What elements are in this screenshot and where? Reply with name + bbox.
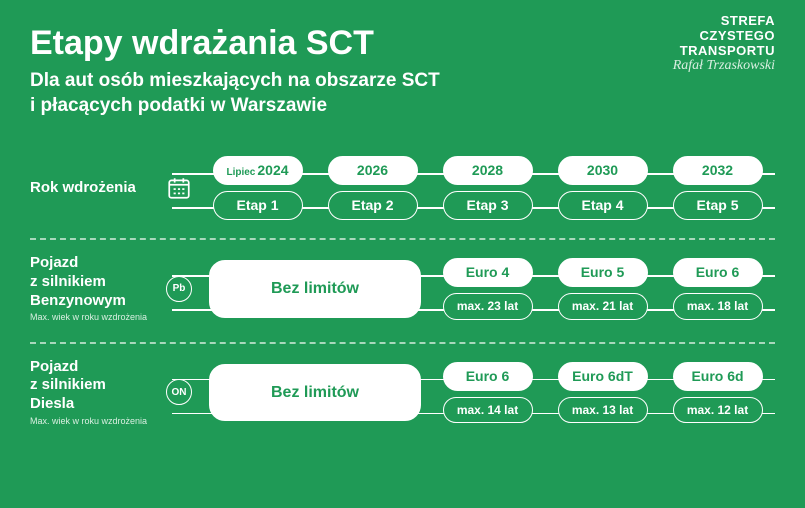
year-pill: 2026 <box>328 156 418 185</box>
page-subtitle: Dla aut osób mieszkających na obszarze S… <box>30 69 775 118</box>
maxage-pill: max. 13 lat <box>558 397 648 423</box>
year-pill: 2028 <box>443 156 533 185</box>
signature: Rafał Trzaskowski <box>673 58 775 74</box>
divider <box>30 238 775 240</box>
year-pill: 2030 <box>558 156 648 185</box>
year-cell: 2026 Etap 2 <box>315 156 430 220</box>
petrol-cell: Euro 5 max. 21 lat <box>545 258 660 319</box>
year-cell: 2030 Etap 4 <box>545 156 660 220</box>
maxage-pill: max. 23 lat <box>443 293 533 319</box>
year-cell: Lipiec2024 Etap 1 <box>200 156 315 220</box>
stage-pill: Etap 4 <box>558 191 648 220</box>
stage-pill: Etap 5 <box>673 191 763 220</box>
divider <box>30 342 775 344</box>
stage-pill: Etap 1 <box>213 191 303 220</box>
brand-logo: STREFA CZYSTEGO TRANSPORTU <box>680 14 775 59</box>
year-columns: Lipiec2024 Etap 1 2026 Etap 2 2028 Etap … <box>200 156 775 220</box>
no-limit-pill: Bez limitów <box>209 260 421 317</box>
petrol-cell: Euro 6 max. 18 lat <box>660 258 775 319</box>
row-diesel: Pojazd z silnikiem Diesla Max. wiek w ro… <box>30 346 775 444</box>
maxage-pill: max. 21 lat <box>558 293 648 319</box>
euro-pill: Euro 6dT <box>558 362 648 391</box>
stage-pill: Etap 2 <box>328 191 418 220</box>
diesel-icon: ON <box>158 379 200 405</box>
petrol-columns: Bez limitów Euro 4 max. 23 lat Euro 5 ma… <box>200 258 775 319</box>
diesel-columns: Bez limitów Euro 6 max. 14 lat Euro 6dT … <box>200 362 775 423</box>
diesel-cell: Euro 6 max. 14 lat <box>430 362 545 423</box>
stage-pill: Etap 3 <box>443 191 533 220</box>
maxage-pill: max. 18 lat <box>673 293 763 319</box>
row-year: Rok wdrożenia Lipiec2024 Etap 1 2026 Eta… <box>30 144 775 236</box>
logo-line3: TRANSPORTU <box>680 44 775 59</box>
logo-line1: STREFA <box>680 14 775 29</box>
maxage-pill: max. 12 lat <box>673 397 763 423</box>
row-petrol-label: Pojazd z silnikiem Benzynowym Max. wiek … <box>30 254 158 324</box>
year-pill: 2032 <box>673 156 763 185</box>
diesel-cell: Euro 6d max. 12 lat <box>660 362 775 423</box>
page-title: Etapy wdrażania SCT <box>30 24 775 63</box>
euro-pill: Euro 6 <box>443 362 533 391</box>
no-limit-cell: Bez limitów <box>200 258 430 319</box>
euro-pill: Euro 4 <box>443 258 533 287</box>
row-year-label: Rok wdrożenia <box>30 179 158 198</box>
year-pill: Lipiec2024 <box>213 156 303 185</box>
petrol-icon: Pb <box>158 276 200 302</box>
calendar-icon <box>158 175 200 201</box>
year-cell: 2032 Etap 5 <box>660 156 775 220</box>
row-petrol: Pojazd z silnikiem Benzynowym Max. wiek … <box>30 242 775 340</box>
no-limit-cell: Bez limitów <box>200 362 430 423</box>
subtitle-line2: i płacących podatki w Warszawie <box>30 95 327 116</box>
petrol-cell: Euro 4 max. 23 lat <box>430 258 545 319</box>
year-cell: 2028 Etap 3 <box>430 156 545 220</box>
subtitle-line1: Dla aut osób mieszkających na obszarze S… <box>30 70 440 91</box>
euro-pill: Euro 6 <box>673 258 763 287</box>
logo-line2: CZYSTEGO <box>680 29 775 44</box>
maxage-pill: max. 14 lat <box>443 397 533 423</box>
infographic-page: STREFA CZYSTEGO TRANSPORTU Rafał Trzasko… <box>0 0 805 508</box>
euro-pill: Euro 6d <box>673 362 763 391</box>
euro-pill: Euro 5 <box>558 258 648 287</box>
diesel-cell: Euro 6dT max. 13 lat <box>545 362 660 423</box>
row-diesel-label: Pojazd z silnikiem Diesla Max. wiek w ro… <box>30 358 158 428</box>
no-limit-pill: Bez limitów <box>209 364 421 421</box>
